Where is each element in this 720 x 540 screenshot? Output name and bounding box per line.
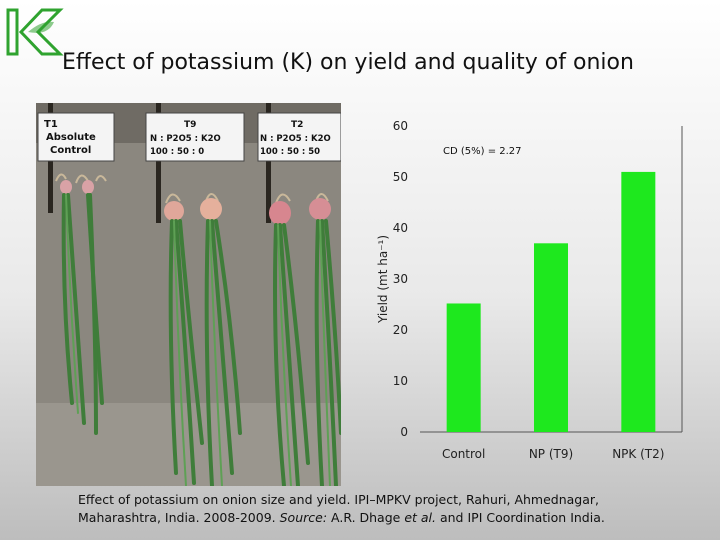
- bar-np-t9: [534, 243, 568, 432]
- caption-line-2-post: and IPI Coordination India.: [436, 510, 605, 525]
- caption-line-2-mid: A.R. Dhage: [327, 510, 405, 525]
- label-t1-id: T1: [44, 119, 58, 130]
- y-tick-label: 60: [393, 119, 408, 133]
- k-leaf-logo-icon: [6, 8, 64, 56]
- photo-caption: Effect of potassium on onion size and yi…: [78, 491, 708, 527]
- label-t9-line1: N : P2O5 : K2O: [150, 134, 221, 144]
- bar-npk-t2: [621, 171, 656, 432]
- cd-annotation: CD (5%) = 2.27: [443, 146, 522, 157]
- yield-bar-chart: Yield (mt ha⁻¹) 0 10 20 30 40 50 60 CD (5%) = …: [376, 119, 683, 461]
- onion-plants-image: T1 Absolute Control T9 N : P2O5 : K2O 10…: [36, 103, 341, 486]
- y-tick-label: 10: [393, 374, 408, 388]
- x-tick-label: Control: [442, 447, 485, 461]
- y-tick-label: 40: [393, 221, 408, 235]
- x-tick-label: NPK (T2): [612, 447, 664, 461]
- y-tick-label: 50: [393, 170, 408, 184]
- caption-line-1: Effect of potassium on onion size and yi…: [78, 492, 600, 507]
- label-t1-line1: Absolute: [46, 132, 96, 143]
- y-tick-label: 20: [393, 323, 408, 337]
- y-axis-label: Yield (mt ha⁻¹): [376, 235, 390, 324]
- label-t1-line2: Control: [50, 145, 91, 156]
- label-t2-line1: N : P2O5 : K2O: [260, 134, 331, 144]
- label-t9-id: T9: [184, 120, 196, 130]
- x-tick-label: NP (T9): [529, 447, 573, 461]
- onion-plants-photo: T1 Absolute Control T9 N : P2O5 : K2O 10…: [36, 103, 341, 486]
- caption-etal: et al.: [404, 510, 436, 525]
- label-t9-line2: 100 : 50 : 0: [150, 147, 204, 157]
- label-t2-line2: 100 : 50 : 50: [260, 147, 320, 157]
- caption-source-label: Source:: [279, 510, 328, 525]
- label-t2-id: T2: [291, 120, 303, 130]
- label-card-t1: T1 Absolute Control: [37, 112, 115, 162]
- label-card-t9: T9 N : P2O5 : K2O 100 : 50 : 0: [145, 112, 245, 162]
- y-tick-label: 0: [400, 425, 408, 439]
- slide-title: Effect of potassium (K) on yield and qua…: [62, 50, 634, 75]
- y-tick-label: 30: [393, 272, 408, 286]
- caption-line-2-pre: Maharashtra, India. 2008-2009.: [78, 510, 280, 525]
- caption-line-2: Maharashtra, India. 2008-2009. Source: A…: [78, 509, 708, 527]
- bar-control: [446, 303, 481, 432]
- label-card-t2: T2 N : P2O5 : K2O 100 : 50 : 50: [257, 112, 341, 162]
